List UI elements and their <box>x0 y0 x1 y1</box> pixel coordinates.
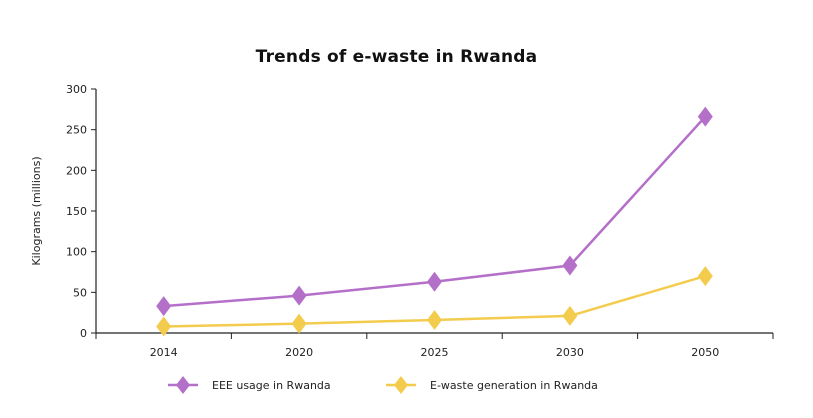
legend-item: EEE usage in Rwanda <box>168 376 331 394</box>
data-point-marker <box>427 309 442 330</box>
x-tick-label: 2030 <box>556 346 584 359</box>
legend-marker <box>176 376 190 394</box>
x-tick-label: 2025 <box>421 346 449 359</box>
data-point-marker <box>291 313 307 334</box>
data-point-marker <box>156 296 172 317</box>
y-tick-label: 50 <box>73 286 87 299</box>
x-tick-label: 2050 <box>691 346 719 359</box>
chart-title: Trends of e-waste in Rwanda <box>255 47 538 67</box>
data-point-marker <box>697 266 713 287</box>
data-point-marker <box>156 316 172 337</box>
y-tick-label: 0 <box>80 327 87 340</box>
y-tick-label: 100 <box>66 246 87 259</box>
series-1 <box>156 106 713 317</box>
legend-item: E-waste generation in Rwanda <box>386 376 598 394</box>
x-tick-label: 2020 <box>285 346 313 359</box>
x-tick-label: 2014 <box>150 346 178 359</box>
legend: EEE usage in Rwanda E-waste generation in… <box>168 376 598 394</box>
y-tick-label: 150 <box>66 205 87 218</box>
y-tick-label: 300 <box>66 83 87 96</box>
legend-marker <box>394 376 408 394</box>
data-point-marker <box>697 106 713 127</box>
y-axis-title: Kilograms (millions) <box>30 156 43 265</box>
legend-label: E-waste generation in Rwanda <box>430 379 598 392</box>
data-point-marker <box>427 271 442 292</box>
series-layer <box>156 106 713 337</box>
series-2 <box>156 266 713 337</box>
legend-label: EEE usage in Rwanda <box>212 379 331 392</box>
y-tick-label: 250 <box>66 124 87 137</box>
data-point-marker <box>291 285 307 306</box>
data-point-marker <box>562 305 578 326</box>
data-point-marker <box>562 255 578 276</box>
y-tick-label: 200 <box>66 164 87 177</box>
axes: 0 50 100 150 200 250 300 2014 2020 2025 2030 2050 Ki… <box>30 83 774 359</box>
